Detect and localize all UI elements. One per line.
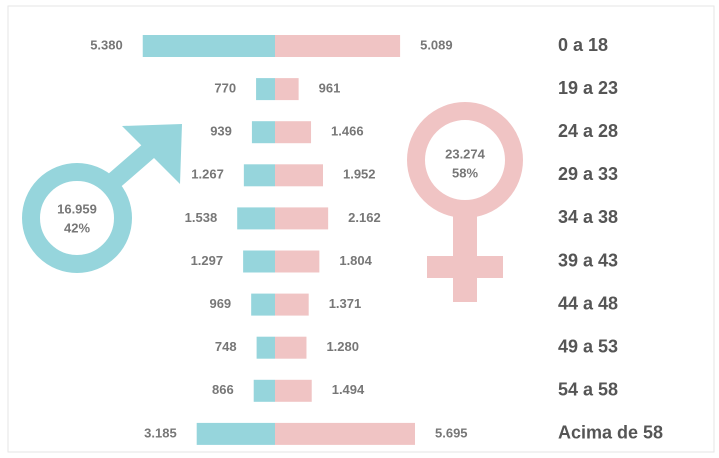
bar (142, 35, 275, 57)
bar (253, 379, 275, 402)
value-label: 5.695 (435, 425, 468, 440)
value-label: 3.185 (144, 425, 177, 440)
value-label: 770 (214, 81, 236, 96)
bar (256, 78, 275, 101)
bar (275, 250, 320, 273)
value-label: 748 (215, 339, 237, 354)
value-label: 1.952 (343, 167, 376, 182)
male-total: 16.959 (57, 201, 97, 216)
value-label: 961 (319, 81, 341, 96)
value-label: 1.804 (339, 253, 372, 268)
male-symbol (22, 124, 182, 273)
bar (243, 250, 275, 273)
value-label: 969 (209, 296, 231, 311)
category-label: 34 a 38 (558, 207, 618, 227)
female-share: 58% (452, 165, 478, 180)
value-label: 1.267 (191, 167, 224, 182)
bar (256, 336, 275, 359)
category-label: 39 a 43 (558, 250, 618, 270)
bar (275, 379, 312, 402)
category-label: 0 a 18 (558, 35, 608, 55)
value-label: 1.371 (329, 296, 362, 311)
value-label: 1.494 (332, 382, 365, 397)
value-label: 1.538 (185, 210, 218, 225)
bar (237, 207, 275, 230)
value-label: 1.280 (326, 339, 359, 354)
value-label: 866 (212, 382, 234, 397)
value-label: 1.297 (191, 253, 224, 268)
category-label: 44 a 48 (558, 293, 618, 313)
value-label: 2.162 (348, 210, 381, 225)
category-label: 29 a 33 (558, 164, 618, 184)
bar (275, 35, 401, 57)
value-label: 939 (210, 124, 232, 139)
category-label: 54 a 58 (558, 380, 618, 400)
female-symbol (407, 102, 523, 302)
bar (275, 422, 415, 445)
bar (196, 422, 275, 445)
category-label: 19 a 23 (558, 78, 618, 98)
female-total: 23.274 (445, 146, 486, 161)
category-label: Acima de 58 (558, 423, 663, 443)
value-label: 1.466 (331, 124, 364, 139)
bar (275, 78, 299, 101)
bar (243, 164, 275, 187)
bar (251, 293, 275, 316)
value-label: 5.089 (420, 37, 453, 52)
bar (275, 207, 329, 230)
value-label: 5.380 (90, 37, 123, 52)
bar (275, 336, 307, 359)
bar (275, 293, 309, 316)
frame (7, 5, 715, 453)
category-label: 24 a 28 (558, 121, 618, 141)
bar (251, 121, 275, 144)
bar (275, 164, 323, 187)
male-share: 42% (64, 220, 90, 235)
category-label: 49 a 53 (558, 336, 618, 356)
bar (275, 121, 312, 144)
